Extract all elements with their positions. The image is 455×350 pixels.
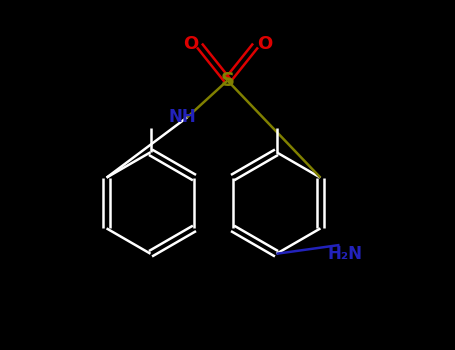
Text: H₂N: H₂N — [327, 245, 362, 263]
Text: O: O — [257, 35, 272, 53]
Text: S: S — [221, 71, 234, 90]
Text: NH: NH — [168, 108, 196, 126]
Text: O: O — [183, 35, 198, 53]
